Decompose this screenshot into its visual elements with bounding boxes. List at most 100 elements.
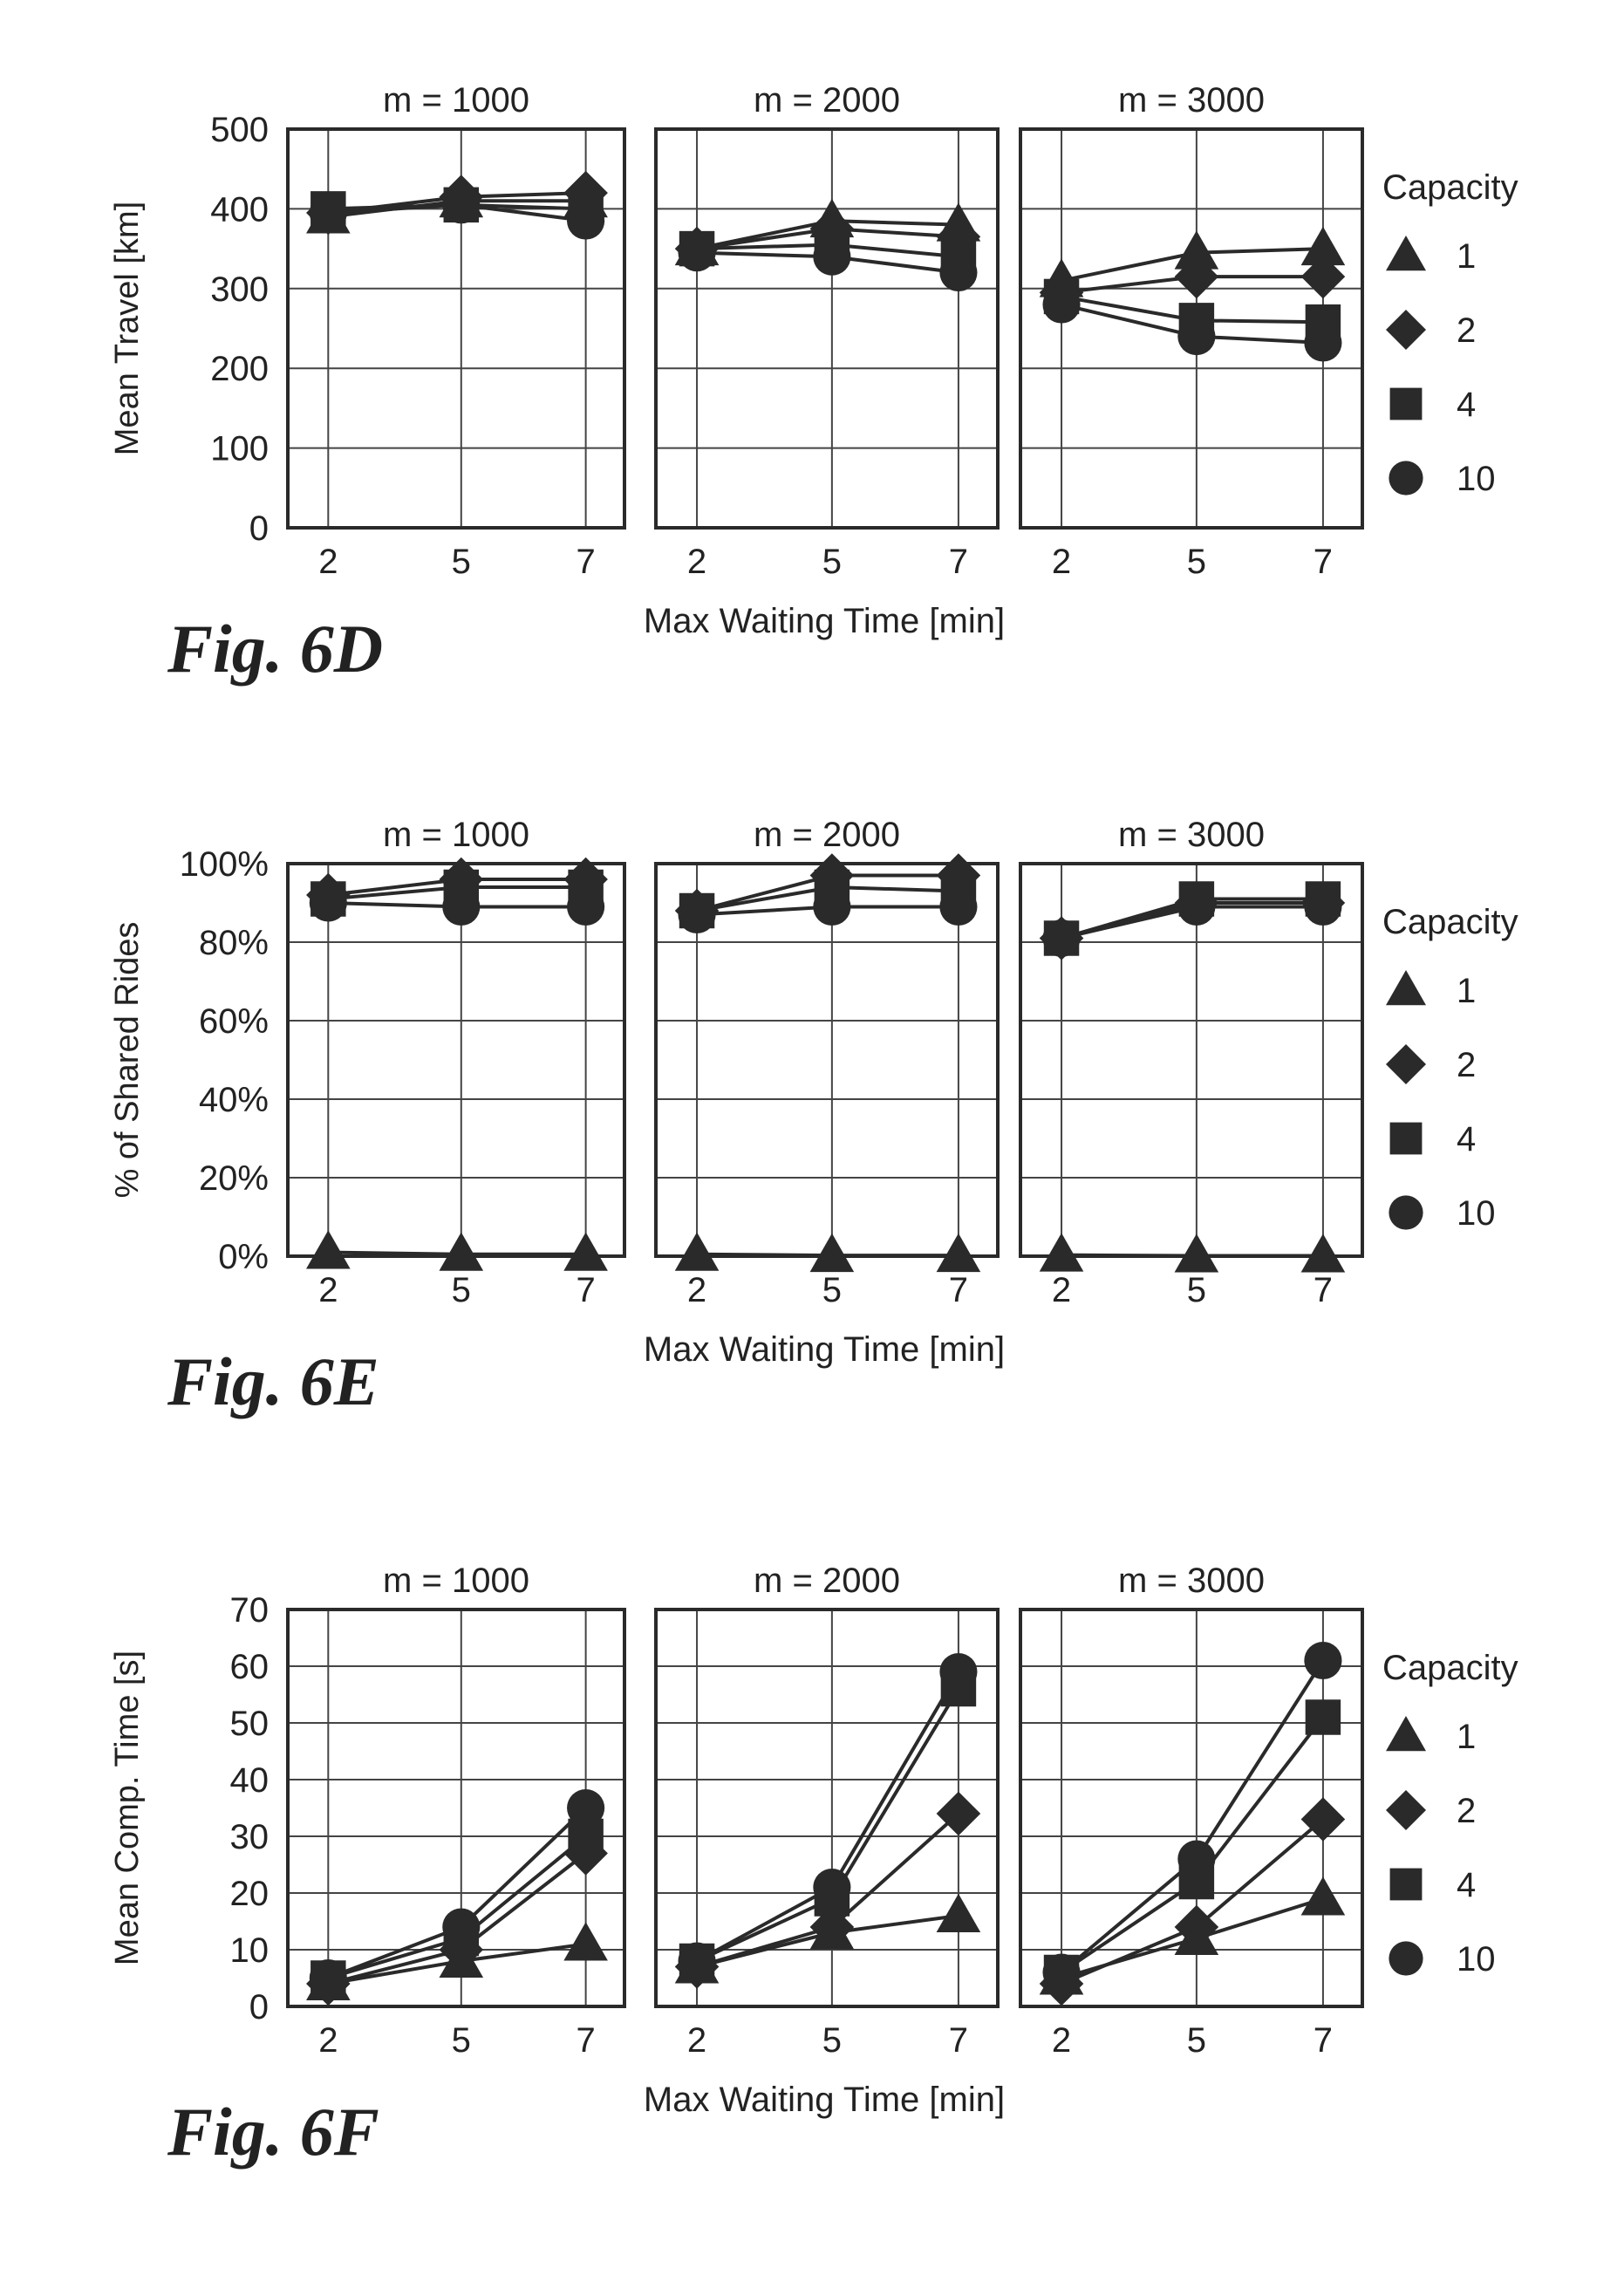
legend-marker-capacity-1	[1386, 970, 1426, 1005]
legend: Capacity12410	[1382, 903, 1518, 1233]
data-point-capacity-1	[1301, 1234, 1346, 1272]
panel-title: m = 2000	[754, 81, 900, 120]
panel-2: m = 2000257	[656, 1562, 998, 2060]
chart-3: Mean Comp. Time [s]010203040506070m = 10…	[109, 1562, 1518, 2170]
x-tick-label: 7	[576, 543, 595, 581]
data-point-capacity-10	[1177, 888, 1215, 926]
legend-entry-capacity-4: 4	[1457, 1120, 1476, 1158]
data-point-capacity-10	[678, 896, 715, 933]
data-point-capacity-10	[310, 884, 347, 921]
figure-label: Fig. 6F	[167, 2094, 379, 2170]
x-tick-label: 5	[822, 2021, 842, 2060]
data-point-capacity-10	[813, 238, 850, 276]
data-point-capacity-10	[567, 1789, 604, 1827]
panel-title: m = 1000	[383, 81, 529, 120]
data-point-capacity-10	[1304, 324, 1341, 361]
data-point-capacity-10	[567, 202, 604, 240]
panel-3: m = 3000257	[1020, 81, 1362, 581]
panel-title: m = 3000	[1118, 816, 1265, 854]
legend: Capacity12410	[1382, 168, 1518, 498]
panel-title: m = 1000	[383, 1562, 529, 1600]
legend-marker-capacity-1	[1386, 236, 1426, 270]
x-tick-label: 5	[822, 543, 842, 581]
data-point-capacity-1	[1301, 1876, 1346, 1915]
panel-title: m = 1000	[383, 816, 529, 854]
x-axis-label: Max Waiting Time [min]	[644, 2081, 1005, 2119]
y-tick-label: 10	[230, 1931, 270, 1970]
legend-entry-capacity-2: 2	[1457, 1792, 1476, 1830]
x-tick-label: 2	[318, 1271, 338, 1309]
panel-2: m = 2000257	[656, 81, 998, 581]
panel-3: m = 3000257	[1020, 816, 1362, 1309]
data-point-capacity-10	[1304, 1642, 1341, 1679]
legend-entry-capacity-10: 10	[1457, 1940, 1496, 1979]
y-tick-label: 100	[210, 430, 269, 468]
y-tick-label: 40	[230, 1761, 270, 1800]
panel-2: m = 2000257	[656, 816, 998, 1309]
y-tick-label: 80%	[199, 924, 269, 962]
x-tick-label: 5	[1187, 2021, 1206, 2060]
data-point-capacity-1	[1040, 1233, 1084, 1271]
panel-1: m = 1000257	[288, 1562, 624, 2060]
y-tick-label: 0%	[218, 1238, 269, 1276]
panel-3: m = 3000257	[1020, 1562, 1362, 2060]
data-point-capacity-10	[442, 186, 480, 223]
data-point-capacity-1	[439, 1232, 483, 1270]
data-point-capacity-10	[1177, 1840, 1215, 1877]
y-tick-label: 20%	[199, 1159, 269, 1198]
y-tick-label: 500	[210, 111, 269, 149]
data-point-capacity-10	[813, 1869, 850, 1906]
legend-entry-capacity-1: 1	[1457, 972, 1476, 1010]
data-point-capacity-10	[939, 254, 977, 291]
data-point-capacity-1	[937, 1234, 981, 1272]
legend-entry-capacity-4: 4	[1457, 386, 1476, 424]
y-tick-label: 20	[230, 1875, 270, 1913]
y-tick-label: 0	[249, 1988, 269, 2026]
legend-entry-capacity-4: 4	[1457, 1866, 1476, 1904]
panel-title: m = 2000	[754, 1562, 900, 1600]
y-tick-label: 300	[210, 270, 269, 309]
data-point-capacity-1	[1175, 1234, 1219, 1272]
panel-1: m = 1000257	[288, 816, 624, 1309]
legend-marker-capacity-4	[1390, 1123, 1423, 1155]
panel-title: m = 3000	[1118, 1562, 1265, 1600]
x-tick-label: 2	[318, 2021, 338, 2060]
legend-marker-capacity-2	[1386, 1044, 1426, 1084]
y-axis-label: Mean Comp. Time [s]	[109, 1650, 146, 1965]
data-point-capacity-4	[1306, 1699, 1341, 1734]
data-point-capacity-10	[567, 888, 604, 926]
legend-marker-capacity-2	[1386, 310, 1426, 350]
x-tick-label: 7	[949, 1271, 968, 1309]
legend-entry-capacity-1: 1	[1457, 1718, 1476, 1756]
x-tick-label: 2	[318, 543, 338, 581]
legend-marker-capacity-10	[1389, 1195, 1423, 1229]
data-point-capacity-10	[442, 1908, 480, 1945]
legend-marker-capacity-1	[1386, 1716, 1426, 1751]
legend-entry-capacity-10: 10	[1457, 1194, 1496, 1233]
chart-1: Mean Travel [km]0100200300400500m = 1000…	[109, 81, 1518, 687]
data-point-capacity-1	[563, 1922, 608, 1960]
data-point-capacity-10	[310, 194, 347, 231]
x-tick-label: 5	[452, 1271, 471, 1309]
legend-entry-capacity-2: 2	[1457, 311, 1476, 350]
y-tick-label: 70	[230, 1591, 270, 1630]
legend-marker-capacity-2	[1386, 1790, 1426, 1830]
legend-entry-capacity-2: 2	[1457, 1046, 1476, 1084]
data-point-capacity-10	[678, 234, 715, 271]
data-point-capacity-10	[678, 1942, 715, 1979]
legend-title: Capacity	[1382, 168, 1518, 207]
data-point-capacity-10	[939, 888, 977, 926]
panel-1: m = 1000 2 5 7	[288, 81, 624, 581]
chart-2: % of Shared Rides0%20%40%60%80%100%m = 1…	[109, 816, 1518, 1419]
data-point-capacity-10	[442, 888, 480, 926]
data-point-capacity-10	[1177, 318, 1215, 355]
panel-title: m = 2000	[754, 816, 900, 854]
x-tick-label: 5	[452, 543, 471, 581]
x-tick-label: 7	[1314, 1271, 1333, 1309]
legend-marker-capacity-10	[1389, 461, 1423, 495]
panel-frame	[656, 129, 998, 528]
legend-marker-capacity-4	[1390, 1869, 1423, 1901]
x-tick-label: 2	[1052, 2021, 1071, 2060]
x-tick-label: 2	[687, 1271, 706, 1309]
